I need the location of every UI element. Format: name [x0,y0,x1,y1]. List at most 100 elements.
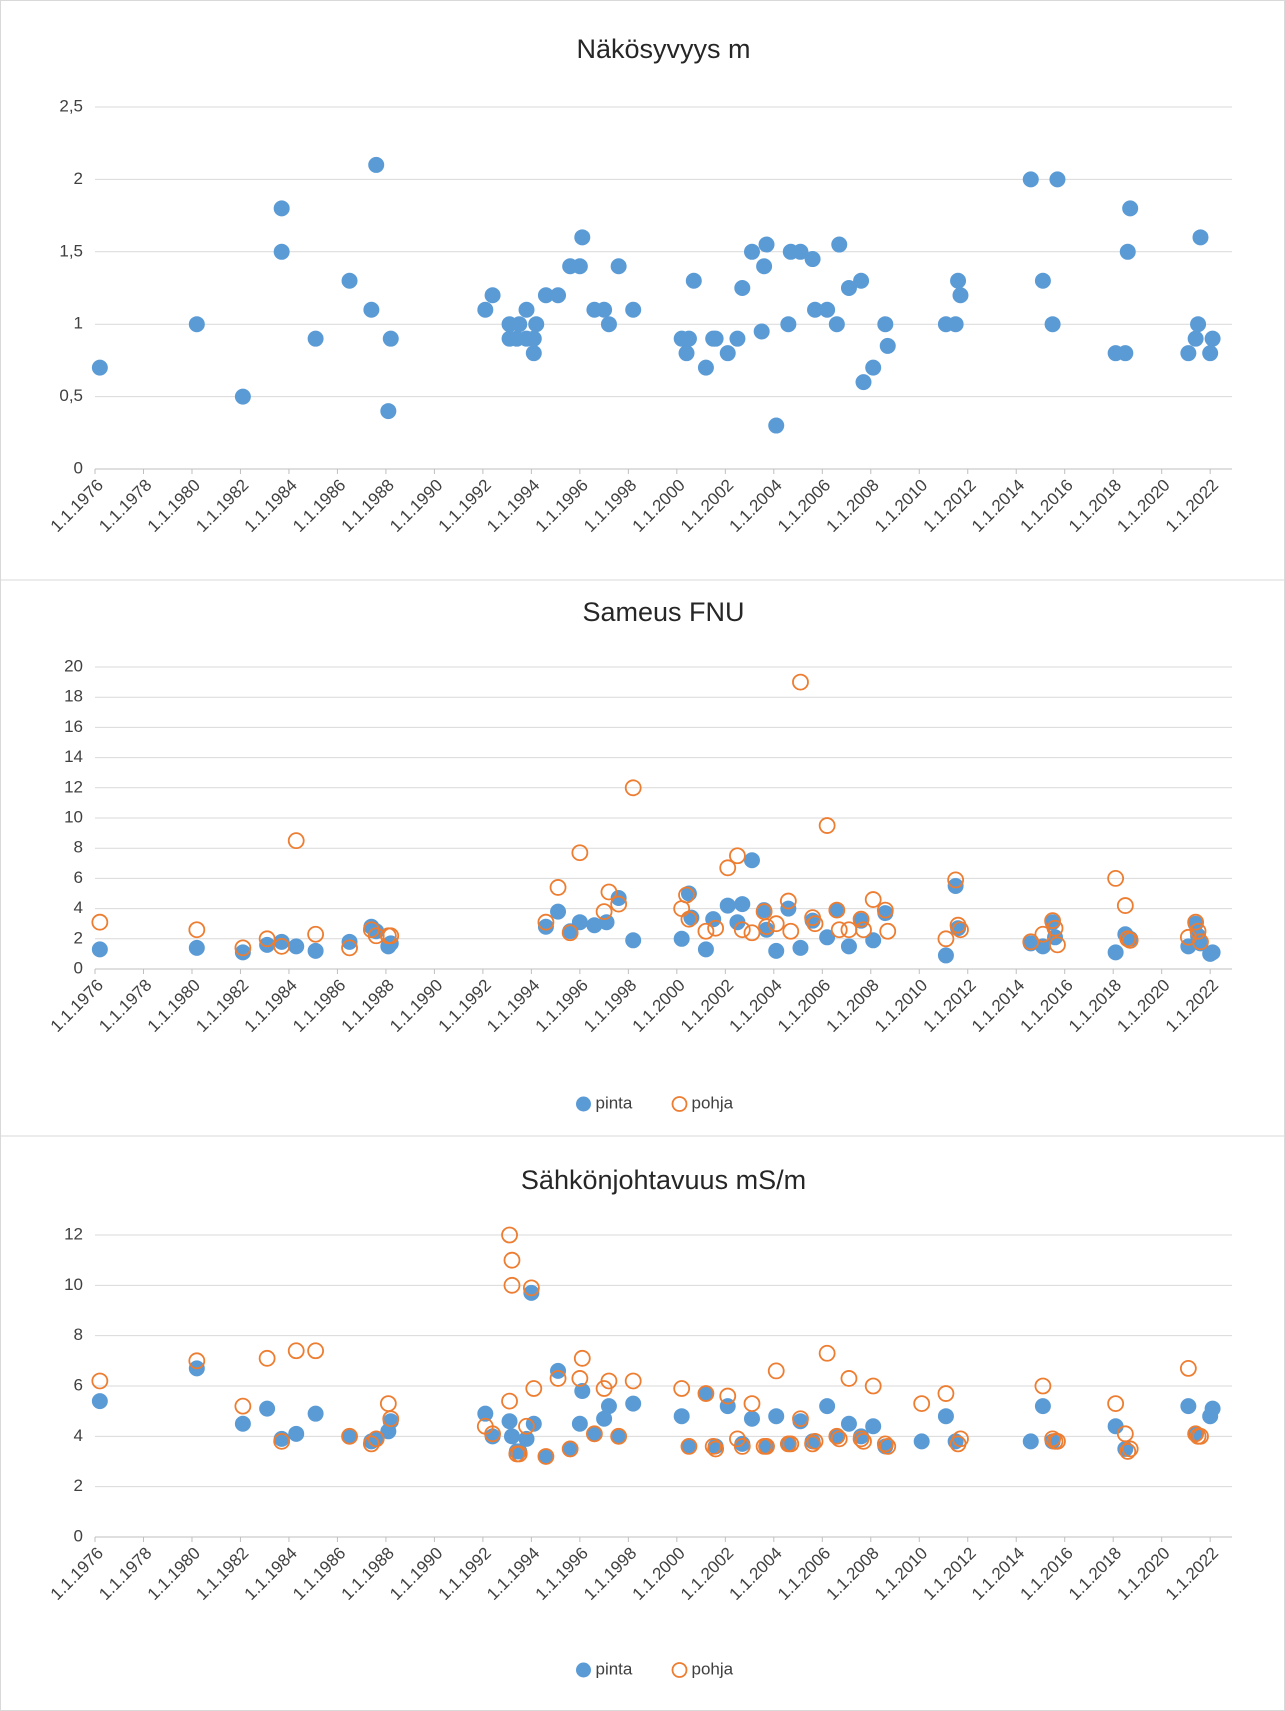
legend-label: pinta [596,1093,633,1112]
data-point [1119,1443,1137,1460]
y-tick-label: 20 [64,656,83,675]
data-point [259,1400,276,1417]
y-tick-label: 14 [64,747,83,766]
data-point [729,330,746,347]
data-point [1180,1398,1197,1415]
data-point [1034,1398,1051,1415]
data-point [680,1438,698,1455]
data-point [501,1226,518,1244]
y-tick-label: 18 [64,687,83,706]
data-point [1190,316,1207,333]
data-point [1049,171,1066,188]
data-point [768,942,785,959]
data-point [273,200,290,217]
data-point [477,1405,494,1422]
data-point [1116,897,1134,914]
data-point [1022,171,1039,188]
data-point [518,1430,535,1447]
chart-title: Näkösyvyys m [576,34,750,64]
data-point [743,243,760,260]
data-point [729,847,746,865]
data-point [188,1352,206,1370]
data-point [510,1445,528,1463]
data-point [91,359,108,376]
data-point [367,1430,385,1448]
data-point [362,1435,380,1453]
data-point [792,673,809,691]
data-point [501,1392,518,1410]
data-point [625,932,642,949]
y-tick-label: 2 [74,1476,83,1495]
data-point [673,1408,690,1425]
data-point [598,914,615,931]
data-point [865,1418,882,1435]
data-point [307,1342,325,1360]
data-point [768,1408,785,1425]
data-point [1049,936,1066,954]
data-point [782,922,800,940]
data-point [525,345,542,362]
data-point [1204,1400,1221,1417]
data-point [719,897,736,914]
data-point [753,323,770,340]
y-tick-label: 16 [64,717,83,736]
data-point [1046,919,1064,937]
data-point [707,330,724,347]
data-point [362,921,380,939]
data-point [947,871,965,889]
data-point [1202,345,1219,362]
data-point [1116,1425,1134,1443]
y-tick-label: 8 [74,838,83,857]
data-point [574,1383,591,1400]
data-point [1119,930,1137,948]
data-point [1121,1440,1139,1458]
data-point [1119,243,1136,260]
data-point [758,918,775,936]
data-point [341,939,358,957]
data-point [234,1415,251,1432]
data-point [1107,944,1124,961]
y-tick-label: 2,5 [59,96,83,115]
data-point [91,913,109,931]
data-point [879,1438,897,1455]
data-point [756,258,773,275]
data-point [1107,1418,1124,1435]
data-point [865,359,882,376]
data-point [537,1448,555,1465]
data-point [1034,272,1051,289]
y-tick-label: 2 [74,928,83,947]
data-point [818,1344,836,1362]
data-point [707,919,725,937]
data-point [234,944,251,961]
data-point [937,1408,954,1425]
data-point [363,301,380,318]
data-point [828,901,846,919]
legend: pinta pohja [576,1093,734,1112]
legend-label: pinta [596,1659,633,1678]
data-point [503,1251,521,1269]
y-tick-label: 1 [74,314,83,333]
data-point [879,337,896,354]
data-point [673,1380,691,1397]
data-point [1192,933,1209,951]
data-point [571,844,589,862]
data-point [828,1427,846,1445]
data-point [1204,330,1221,347]
data-point [307,330,324,347]
data-point [624,779,642,797]
data-point [1187,913,1205,931]
data-point [743,1395,761,1413]
data-point [188,921,206,939]
data-point [571,1415,588,1432]
y-tick-label: 2 [74,169,83,188]
data-point [600,1398,617,1415]
y-tick-label: 12 [64,777,83,796]
data-point [550,903,567,920]
data-point [288,1425,305,1442]
data-point [913,1395,931,1413]
data-point [1044,912,1062,930]
data-point [855,1432,872,1450]
data-point [855,374,872,391]
data-point [840,1415,857,1432]
data-point [830,921,848,939]
